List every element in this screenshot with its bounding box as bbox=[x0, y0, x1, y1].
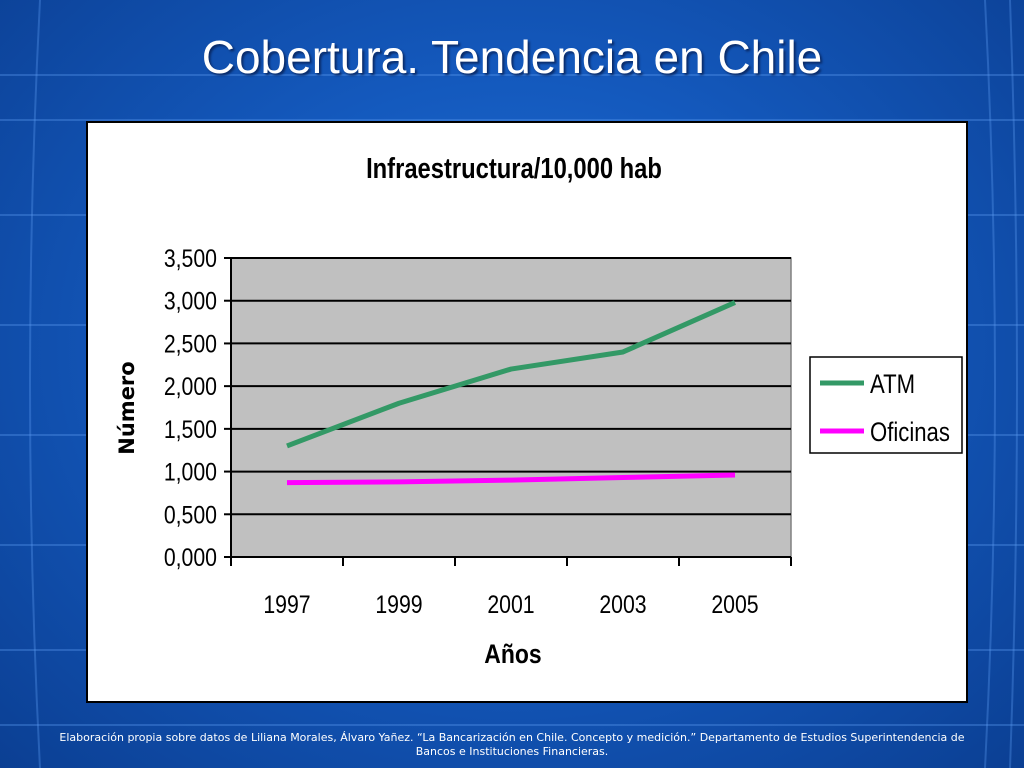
y-tick-label: 1,000 bbox=[164, 458, 217, 486]
y-tick-label: 3,500 bbox=[164, 244, 217, 272]
x-tick-label: 2003 bbox=[599, 590, 646, 618]
legend-label-atm: ATM bbox=[870, 370, 915, 400]
y-tick-label: 0,000 bbox=[164, 543, 217, 571]
y-tick-label: 2,500 bbox=[164, 330, 217, 358]
plot-area bbox=[230, 257, 792, 558]
x-axis-label: Años bbox=[484, 639, 541, 669]
y-tick-label: 3,000 bbox=[164, 287, 217, 315]
x-tick-label: 1997 bbox=[263, 590, 310, 618]
slide-title: Cobertura. Tendencia en Chile bbox=[201, 31, 823, 83]
series-line-atm bbox=[286, 300, 737, 449]
x-tick-label: 2005 bbox=[711, 590, 758, 618]
y-axis-label: Número bbox=[115, 361, 139, 454]
legend-box bbox=[809, 356, 963, 454]
y-tick-label: 1,500 bbox=[164, 415, 217, 443]
chart-title: Infraestructura/10,000 hab bbox=[366, 152, 662, 185]
line-chart: Infraestructura/10,000 hab 0,000 0,500 1,0… bbox=[115, 152, 963, 669]
x-tick-label: 2001 bbox=[487, 590, 534, 618]
y-tick-label: 2,000 bbox=[164, 373, 217, 401]
legend: ATM Oficinas bbox=[809, 356, 963, 454]
legend-label-oficinas: Oficinas bbox=[870, 418, 950, 448]
chart-panel: Infraestructura/10,000 hab 0,000 0,500 1,0… bbox=[86, 121, 968, 703]
source-footnote: Elaboración propia sobre datos de Lilian… bbox=[59, 731, 965, 758]
y-tick-label: 0,500 bbox=[164, 501, 217, 529]
x-tick-label: 1999 bbox=[375, 590, 422, 618]
series-line-oficinas bbox=[286, 472, 736, 486]
